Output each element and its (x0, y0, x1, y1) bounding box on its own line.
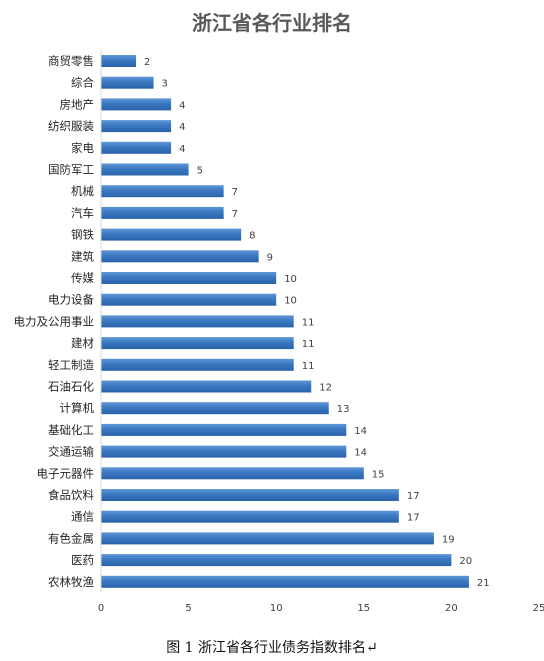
bar (101, 380, 312, 393)
category-label: 电子元器件 (37, 466, 95, 480)
data-label: 19 (442, 534, 455, 545)
data-label: 4 (179, 100, 185, 111)
bar (101, 532, 434, 545)
bar (101, 358, 294, 371)
category-label: 商贸零售 (48, 54, 94, 68)
bar (101, 76, 154, 89)
data-label: 14 (354, 426, 367, 437)
category-label: 国防军工 (48, 163, 94, 177)
bar (101, 575, 469, 588)
data-label: 2 (144, 57, 150, 68)
category-label: 汽车 (71, 206, 94, 220)
category-label: 房地产 (60, 97, 95, 111)
category-label: 计算机 (60, 401, 95, 415)
data-label: 4 (179, 144, 185, 155)
x-tick-label: 10 (270, 603, 283, 614)
bar (101, 272, 277, 284)
category-label: 建材 (71, 336, 94, 350)
bar (101, 445, 347, 458)
data-label: 9 (267, 252, 273, 263)
category-label: 医药 (71, 553, 94, 567)
data-label: 10 (284, 274, 297, 285)
bar (101, 337, 294, 350)
category-label: 有色金属 (48, 531, 94, 545)
bar-chart: 浙江省各行业排名 商贸零售 2 综合 3 房地产 4 纺织服装 4 家电 4 国防军工 5 机械 7 汽车 7… (14, 11, 544, 614)
data-label: 7 (232, 187, 238, 198)
bar (101, 141, 172, 154)
data-label: 17 (407, 513, 420, 524)
category-label: 交通运输 (48, 445, 94, 459)
data-label: 11 (302, 361, 315, 372)
bar (101, 228, 242, 241)
bar (101, 293, 277, 306)
category-label: 轻工制造 (48, 358, 94, 372)
bar (101, 315, 294, 328)
data-label: 11 (302, 317, 315, 328)
bar (101, 402, 329, 415)
figure-caption: 图 1 浙江省各行业债务指数排名↵ (166, 640, 378, 656)
x-tick-label: 15 (357, 603, 370, 614)
data-label: 21 (477, 578, 490, 589)
data-label: 15 (372, 469, 385, 480)
category-label: 农林牧渔 (48, 575, 94, 589)
category-label: 石油石化 (48, 380, 94, 394)
bar (101, 163, 189, 176)
bar (101, 489, 399, 501)
category-label: 通信 (71, 510, 94, 524)
category-label: 钢铁 (71, 228, 94, 242)
bar (101, 510, 399, 523)
bar (101, 206, 224, 219)
data-label: 17 (407, 491, 420, 502)
category-label: 纺织服装 (48, 119, 94, 133)
x-tick-label: 0 (98, 603, 104, 614)
data-label: 14 (354, 448, 367, 459)
bars-layer: 商贸零售 2 综合 3 房地产 4 纺织服装 4 家电 4 国防军工 5 机械 7 汽车 7 钢铁 8 建筑 9 传媒 1… (14, 54, 490, 589)
x-tick-label: 20 (445, 603, 458, 614)
bar (101, 185, 224, 198)
bar (101, 554, 452, 567)
bar (101, 98, 172, 111)
bar (101, 423, 347, 436)
category-label: 电力设备 (48, 293, 94, 307)
category-label: 建筑 (71, 249, 94, 263)
category-label: 食品饮料 (48, 488, 94, 502)
category-label: 综合 (71, 76, 94, 90)
category-label: 基础化工 (48, 423, 94, 437)
category-label: 传媒 (71, 271, 94, 285)
data-label: 20 (459, 556, 472, 567)
data-label: 7 (232, 209, 238, 220)
data-label: 3 (162, 79, 168, 90)
bar (101, 120, 172, 133)
x-axis-ticks: 0 5 10 15 20 25 (98, 603, 544, 614)
category-label: 家电 (71, 141, 94, 155)
data-label: 4 (179, 122, 185, 133)
data-label: 10 (284, 296, 297, 307)
x-tick-label: 5 (185, 603, 191, 614)
data-label: 11 (302, 339, 315, 350)
x-tick-label: 25 (533, 603, 544, 614)
data-label: 8 (249, 231, 255, 242)
bar (101, 467, 364, 480)
data-label: 12 (319, 383, 332, 394)
category-label: 电力及公用事业 (14, 314, 95, 328)
bar (101, 250, 259, 263)
data-label: 5 (197, 166, 203, 177)
data-label: 13 (337, 404, 350, 415)
bar (101, 55, 137, 67)
chart-title: 浙江省各行业排名 (192, 11, 352, 35)
category-label: 机械 (71, 184, 94, 198)
